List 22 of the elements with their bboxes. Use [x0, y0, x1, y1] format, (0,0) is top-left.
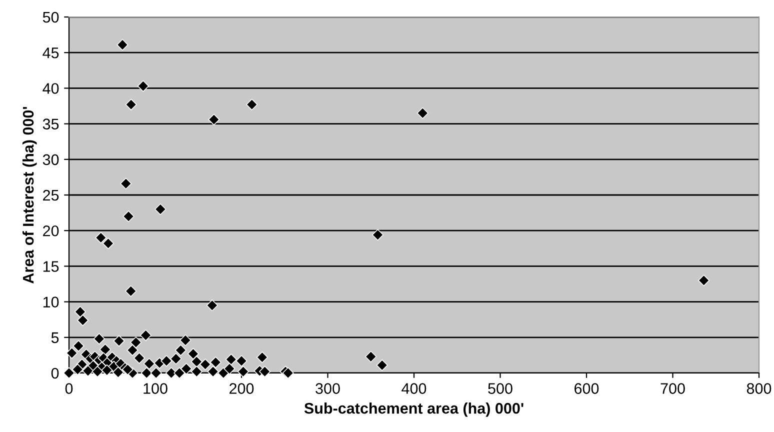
- y-tick-label: 30: [42, 154, 59, 166]
- x-tick-label: 300: [316, 383, 340, 394]
- x-tick-label: 400: [402, 383, 426, 394]
- y-tick-label: 0: [51, 368, 59, 379]
- y-tick-label: 10: [43, 296, 59, 308]
- y-tick-label: 40: [42, 83, 59, 94]
- y-tick-label: 15: [43, 261, 59, 272]
- x-tick-label: 500: [488, 383, 512, 394]
- y-tick-label: 25: [43, 190, 59, 201]
- y-tick-label: 35: [42, 118, 59, 130]
- x-tick-label: 0: [65, 383, 73, 394]
- y-tick-label: 20: [43, 225, 59, 236]
- y-tick-label: 45: [42, 48, 59, 58]
- x-tick-label: 200: [230, 383, 254, 394]
- y-tick-label: 5: [51, 332, 59, 344]
- y-tick-label: 50: [42, 12, 59, 23]
- y-axis-title: Area of Interest (ha) 000': [22, 106, 37, 284]
- x-axis-title: Sub-catchement area (ha) 000': [304, 402, 524, 417]
- x-tick-label: 700: [660, 383, 685, 394]
- x-tick-label: 800: [746, 383, 772, 394]
- x-tick-label: 600: [574, 383, 599, 394]
- x-tick-label: 100: [144, 383, 168, 394]
